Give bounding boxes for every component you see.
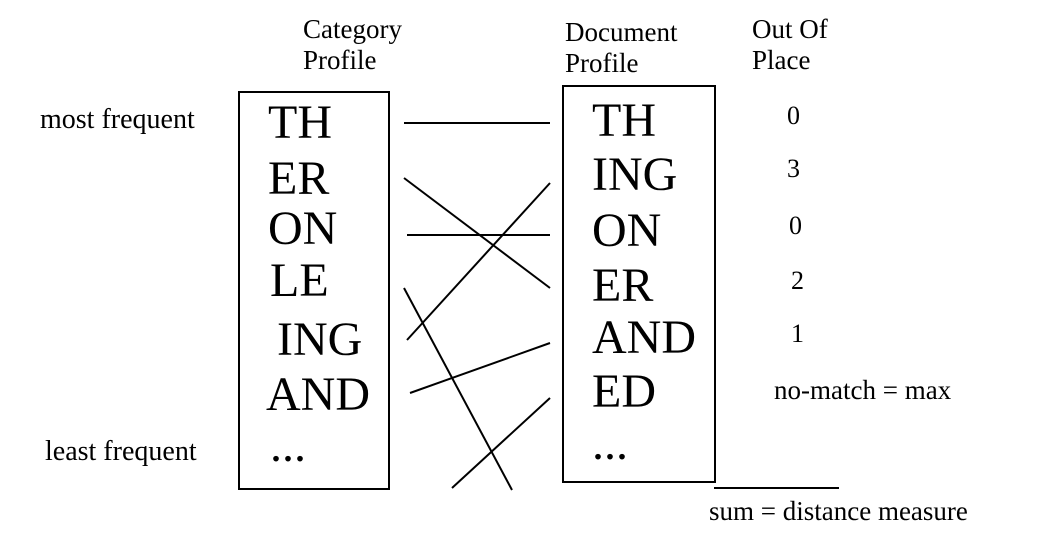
document-ngram-ellipsis: ... — [592, 417, 628, 470]
out-of-place-header: Out Of Place — [752, 14, 828, 76]
category-ngram-and: AND — [266, 368, 370, 421]
document-profile-box — [562, 85, 716, 483]
category-ngram-er: ER — [268, 152, 330, 205]
out-of-place-value-er: 2 — [791, 266, 804, 295]
document-profile-header-line2: Profile — [565, 48, 639, 78]
most-frequent-label: most frequent — [40, 104, 195, 135]
line-er-to-er — [403, 177, 551, 289]
out-of-place-header-line1: Out Of — [752, 14, 828, 44]
no-match-note: no-match = max — [774, 375, 952, 405]
category-ngram-th: TH — [268, 96, 332, 149]
line-nomatch-to-ed — [451, 397, 551, 489]
document-profile-header: Document Profile — [565, 17, 677, 79]
category-ngram-on: ON — [268, 202, 338, 255]
least-frequent-label: least frequent — [45, 436, 197, 467]
document-ngram-ed: ED — [592, 365, 656, 418]
category-profile-header-line1: Category — [303, 14, 402, 44]
line-ing-to-ing — [406, 182, 551, 341]
category-ngram-ing: ING — [277, 313, 363, 366]
sum-note: sum = distance measure — [709, 496, 968, 526]
document-ngram-th: TH — [592, 94, 656, 147]
category-profile-box — [238, 91, 390, 490]
document-ngram-on: ON — [592, 204, 662, 257]
document-profile-header-line1: Document — [565, 17, 678, 47]
out-of-place-header-line2: Place — [752, 45, 811, 75]
out-of-place-value-ing: 3 — [787, 154, 800, 183]
out-of-place-value-on: 0 — [789, 211, 802, 240]
category-profile-header-line2: Profile — [303, 45, 377, 75]
document-ngram-ing: ING — [592, 148, 678, 201]
category-ngram-ellipsis: ... — [270, 419, 306, 472]
line-and-to-and — [409, 342, 551, 394]
line-le-to-nomatch — [403, 287, 513, 491]
category-ngram-le: LE — [270, 254, 329, 307]
document-ngram-and: AND — [592, 311, 696, 364]
category-profile-header: Category Profile — [303, 14, 402, 76]
out-of-place-value-th: 0 — [787, 101, 800, 130]
out-of-place-value-and: 1 — [791, 319, 804, 348]
document-ngram-er: ER — [592, 259, 654, 312]
